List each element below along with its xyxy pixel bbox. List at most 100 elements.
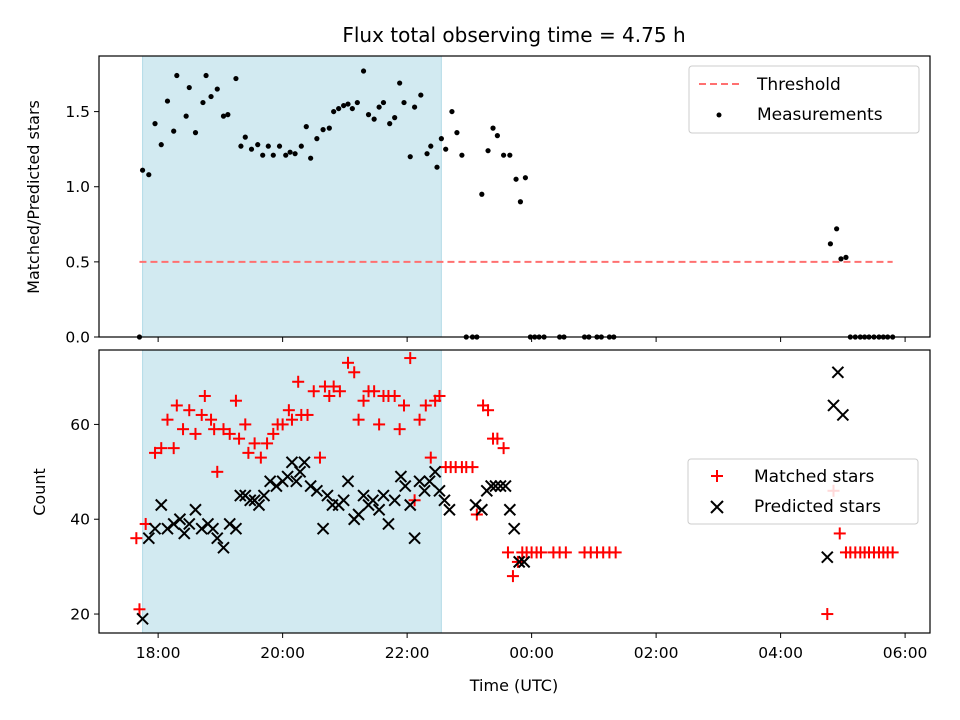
bottom-x-tick-label: 02:00 [634,644,679,662]
predicted-star-point [352,508,365,521]
matched-star-point [609,546,622,559]
predicted-star-point [357,489,370,502]
measurement-point [183,113,189,119]
measurement-point [214,86,220,92]
matched-star-point [301,408,314,421]
matched-star-point [248,437,261,450]
matched-star-point [373,418,386,431]
observing-window-shade-top [142,55,442,338]
predicted-star-point [310,484,324,497]
bottom-y-label: Count [30,468,49,516]
measurement-point [270,152,276,158]
bottom-x-axis: 18:00 20:00 22:00 00:00 02:00 04:00 06:00 [136,633,928,662]
legend-threshold-label: Threshold [756,75,841,95]
matched-star-point [398,399,411,412]
predicted-star-point [503,503,517,516]
measurement-point [397,80,403,86]
bottom-x-tick-label: 04:00 [758,644,803,662]
predicted-star-point [223,517,236,531]
matched-star-point [233,432,246,445]
bottom-legend: Matched stars Predicted stars [687,458,919,525]
measurement-point [392,115,398,121]
predicted-star-point [304,479,317,493]
measurement-point [192,130,199,136]
measurement-point [200,99,206,106]
matched-star-point [292,375,305,388]
predicted-star-point [827,399,840,412]
measurement-point [371,116,377,122]
predicted-star-point [821,550,834,564]
predicted-star-point [404,498,417,512]
predicted-star-point [484,479,498,493]
legend-matched-label: Matched stars [754,467,874,487]
predicted-star-point [418,484,431,497]
predicted-star-point [148,522,162,535]
bottom-y-tick-label: 40 [70,511,90,529]
measurement-point [424,151,430,157]
measurement-point [354,99,360,106]
top-legend: Threshold Measurements [688,65,920,134]
matched-star-point [149,446,162,459]
predicted-star-point [388,494,401,507]
matched-star-point [133,603,146,616]
matched-star-point [130,532,143,545]
measurement-point [303,124,309,130]
measurement-point [331,108,337,115]
measurement-point [834,226,840,232]
measurement-point [454,130,460,136]
measurement-point [513,176,519,182]
predicted-star-point [831,366,845,379]
measurement-point [411,104,418,110]
predicted-star-point [399,479,412,493]
measurement-point [827,241,834,247]
predicted-star-point [438,494,451,507]
legend-matched-swatch [711,470,723,482]
bottom-y-axis: 20 40 60 [70,416,99,624]
predicted-star-point [217,541,230,554]
measurement-point [349,105,355,112]
measurement-point [438,136,444,142]
measurement-point [320,127,326,133]
measurement-point [501,152,507,158]
observing-window-top [142,55,442,338]
predicted-star-point [517,555,531,569]
matched-star-point [170,399,183,412]
matched-star-point [183,404,196,417]
matched-star-point [333,385,346,398]
top-axes-frame [98,55,931,338]
predicted-star-point [433,484,446,497]
measurement-point [418,92,424,98]
measurement-point [428,143,434,149]
measurement-point [287,149,293,155]
measurement-point [174,72,180,79]
top-y-label: Matched/Predicted stars [24,100,43,294]
matched-star-point [161,413,174,426]
predicted-star-point [263,475,277,488]
predicted-star-point [211,531,224,545]
matched-star-point [424,451,437,464]
predicted-star-point [341,475,355,488]
measurement-point [248,146,255,152]
top-x-ticks [157,337,906,342]
matched-star-point [267,427,280,440]
predicted-star-point [494,479,507,493]
predicted-star-point [155,498,168,512]
measurement-point [298,143,304,149]
measurement-point [376,104,382,110]
top-y-tick-label: 1.5 [65,103,90,121]
bottom-x-tick-label: 06:00 [883,644,928,662]
measurement-point [276,143,283,149]
matched-star-point [254,451,267,464]
matched-star-point [482,404,495,417]
legend-predicted-label: Predicted stars [754,497,881,517]
bottom-y-tick-label: 20 [70,606,90,624]
matched-star-point [276,418,289,431]
matched-star-point [189,427,202,440]
measurement-point [459,152,465,158]
matched-star-point [167,442,180,455]
predicted-star-point [382,517,395,531]
measurement-point [360,68,367,74]
predicted-star-point [512,555,526,569]
matched-star-point [177,423,190,436]
measurement-point [265,143,271,149]
